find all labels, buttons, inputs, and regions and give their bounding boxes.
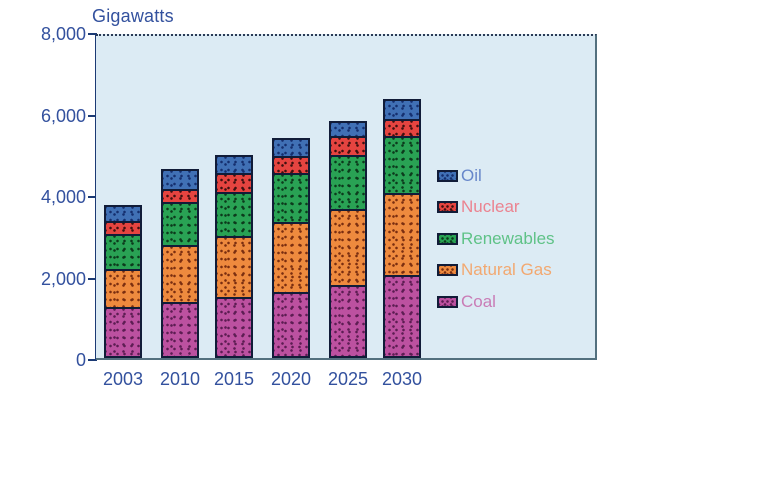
bar-segment-2003-nuclear [106, 221, 140, 235]
bar-segment-2020-renewables [274, 172, 308, 222]
legend-item-oil: Oil [437, 160, 555, 192]
bar-segment-2010-coal [163, 301, 197, 356]
legend: Oil Nuclear Renewables Natural Gas Coal [437, 160, 555, 318]
bar-2025 [329, 121, 367, 358]
y-tick-8000 [88, 33, 96, 35]
bar-2020 [272, 138, 310, 358]
legend-label-nuclear: Nuclear [461, 197, 520, 217]
bar-2010 [161, 169, 199, 358]
bar-segment-2020-natural-gas [274, 222, 308, 293]
legend-swatch-natural-gas-icon [437, 264, 458, 277]
bar-segment-2015-natural-gas [217, 235, 251, 298]
bar-segment-2015-oil [217, 157, 251, 174]
bar-segment-2020-oil [274, 140, 308, 157]
bar-segment-2030-nuclear [385, 118, 419, 137]
y-tick-6000 [88, 114, 96, 117]
legend-item-nuclear: Nuclear [437, 192, 555, 224]
x-label-2003: 2003 [102, 369, 144, 389]
bar-segment-2025-natural-gas [331, 209, 365, 286]
y-tick-label-4000: 4,000 [40, 187, 86, 207]
legend-swatch-oil-icon [437, 169, 458, 182]
bar-2015 [215, 155, 253, 358]
bar-segment-2010-renewables [163, 201, 197, 246]
legend-item-natural-gas: Natural Gas [437, 255, 555, 287]
bar-segment-2003-renewables [106, 234, 140, 270]
bar-segment-2015-renewables [217, 191, 251, 236]
legend-item-renewables: Renewables [437, 223, 555, 255]
legend-item-coal: Coal [437, 286, 555, 318]
bar-segment-2020-coal [274, 292, 308, 356]
bar-segment-2030-coal [385, 275, 419, 356]
legend-swatch-renewables-icon [437, 232, 458, 245]
legend-label-coal: Coal [461, 291, 496, 311]
bar-segment-2010-natural-gas [163, 245, 197, 302]
bar-segment-2030-oil [385, 101, 419, 119]
legend-swatch-nuclear-icon [437, 201, 458, 214]
x-label-2010: 2010 [159, 369, 201, 389]
y-tick-2000 [88, 277, 96, 280]
plot-area [96, 34, 597, 360]
bar-segment-2025-coal [331, 285, 365, 356]
y-tick-label-8000: 8,000 [40, 24, 86, 44]
y-tick-label-2000: 2,000 [40, 268, 86, 289]
bar-segment-2025-oil [331, 123, 365, 136]
x-label-2025: 2025 [327, 369, 369, 389]
bar-segment-2003-oil [106, 207, 140, 222]
bar-segment-2025-nuclear [331, 135, 365, 155]
x-label-2015: 2015 [213, 369, 255, 389]
bar-segment-2030-natural-gas [385, 192, 419, 276]
bar-segment-2020-nuclear [274, 156, 308, 173]
legend-label-oil: Oil [461, 165, 482, 185]
bar-segment-2010-nuclear [163, 189, 197, 202]
bar-segment-2025-renewables [331, 154, 365, 210]
x-label-2020: 2020 [270, 369, 312, 389]
bar-2003 [104, 205, 142, 358]
bar-segment-2010-oil [163, 171, 197, 190]
y-tick-4000 [88, 196, 96, 198]
y-tick-label-0: 0 [75, 350, 86, 370]
y-tick-0 [88, 359, 96, 361]
bar-segment-2030-renewables [385, 136, 419, 193]
bar-segment-2003-natural-gas [106, 269, 140, 307]
legend-swatch-coal-icon [437, 295, 458, 308]
bar-segment-2015-coal [217, 297, 251, 356]
bar-segment-2003-coal [106, 307, 140, 356]
x-label-2030: 2030 [381, 369, 423, 389]
bar-2030 [383, 99, 421, 358]
legend-label-natural-gas: Natural Gas [461, 260, 552, 280]
legend-label-renewables: Renewables [461, 228, 555, 248]
y-tick-label-6000: 6,000 [40, 105, 86, 126]
chart-title: Gigawatts [92, 6, 174, 26]
bar-segment-2015-nuclear [217, 173, 251, 192]
